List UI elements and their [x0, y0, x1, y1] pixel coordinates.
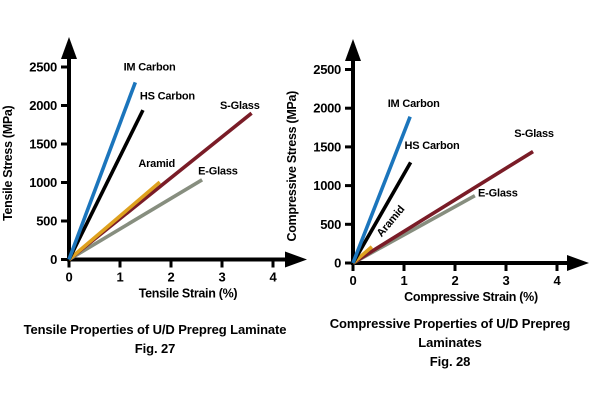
tensile-chart-title: Tensile Properties of U/D Prepreg Lamina… — [23, 322, 287, 337]
x-tick-label: 2 — [168, 270, 175, 285]
series-line-aramid — [67, 180, 161, 261]
series-line-hs-carbon — [67, 109, 145, 261]
x-tick-label: 1 — [401, 273, 408, 288]
y-tick-label: 500 — [320, 217, 341, 232]
x-tick-label: 4 — [270, 270, 278, 285]
compressive-chart-title-line2: Laminates — [418, 335, 482, 350]
y-tick-label: 1000 — [313, 178, 341, 193]
series-label-hs-carbon: HS Carbon — [405, 140, 461, 152]
series-label-e-glass: E-Glass — [198, 166, 238, 178]
series-label-aramid: Aramid — [138, 158, 175, 170]
x-tick-label: 1 — [117, 270, 124, 285]
y-tick-label: 2000 — [29, 98, 57, 113]
compressive-chart: 0 1 2 3 4 0 500 1000 1500 2000 2500 Compressive Str… — [285, 39, 589, 304]
y-axis-arrow — [345, 39, 361, 61]
x-axis-arrow — [285, 251, 307, 268]
y-tick-label: 2500 — [29, 60, 57, 75]
series-label-s-glass: S-Glass — [220, 100, 260, 112]
x-tick-label: 3 — [219, 270, 226, 285]
y-tick-label: 1000 — [29, 175, 57, 190]
y-tick-label: 2000 — [313, 101, 341, 116]
x-tick-label: 2 — [452, 273, 459, 288]
series-line-im-carbon — [351, 116, 412, 264]
compressive-figure-number: Fig. 28 — [429, 354, 471, 369]
x-tick-label: 0 — [66, 270, 73, 285]
y-tick-label: 0 — [50, 252, 57, 267]
x-tick-label: 0 — [350, 273, 357, 288]
series-line-hs-carbon — [351, 161, 413, 264]
y-tick-label: 1500 — [313, 139, 341, 154]
y-tick-label: 500 — [36, 214, 57, 229]
caption-tensile: Tensile Properties of U/D Prepreg Lamina… — [5, 320, 305, 358]
y-tick-label: 1500 — [29, 137, 57, 152]
y-axis-title: Tensile Stress (MPa) — [1, 105, 15, 220]
tensile-chart: 0 1 2 3 4 0 500 1000 1500 2000 2500 Tensile Strain … — [1, 37, 307, 301]
tensile-figure-number: Fig. 27 — [134, 341, 176, 356]
series-line-s-glass — [352, 150, 534, 265]
series-line-im-carbon — [67, 81, 137, 261]
y-tick-label: 0 — [334, 256, 341, 271]
x-axis-arrow — [567, 255, 589, 271]
y-axis-arrow — [61, 37, 77, 59]
series-label-im-carbon: IM Carbon — [124, 62, 176, 74]
series-label-e-glass: E-Glass — [478, 188, 518, 200]
series-label-hs-carbon: HS Carbon — [140, 90, 196, 102]
compressive-chart-title-line1: Compressive Properties of U/D Prepreg — [329, 316, 571, 331]
series-label-s-glass: S-Glass — [514, 128, 554, 140]
series-label-im-carbon: IM Carbon — [388, 98, 440, 110]
x-tick-label: 3 — [503, 273, 510, 288]
y-tick-label: 2500 — [313, 62, 341, 77]
x-axis-title: Tensile Strain (%) — [139, 287, 238, 301]
x-axis-title: Compressive Strain (%) — [404, 290, 538, 304]
y-axis-title: Compressive Stress (MPa) — [285, 91, 299, 242]
series-line-e-glass — [68, 178, 204, 262]
x-tick-label: 4 — [554, 273, 562, 288]
caption-compressive: Compressive Properties of U/D Prepreg La… — [300, 314, 600, 371]
